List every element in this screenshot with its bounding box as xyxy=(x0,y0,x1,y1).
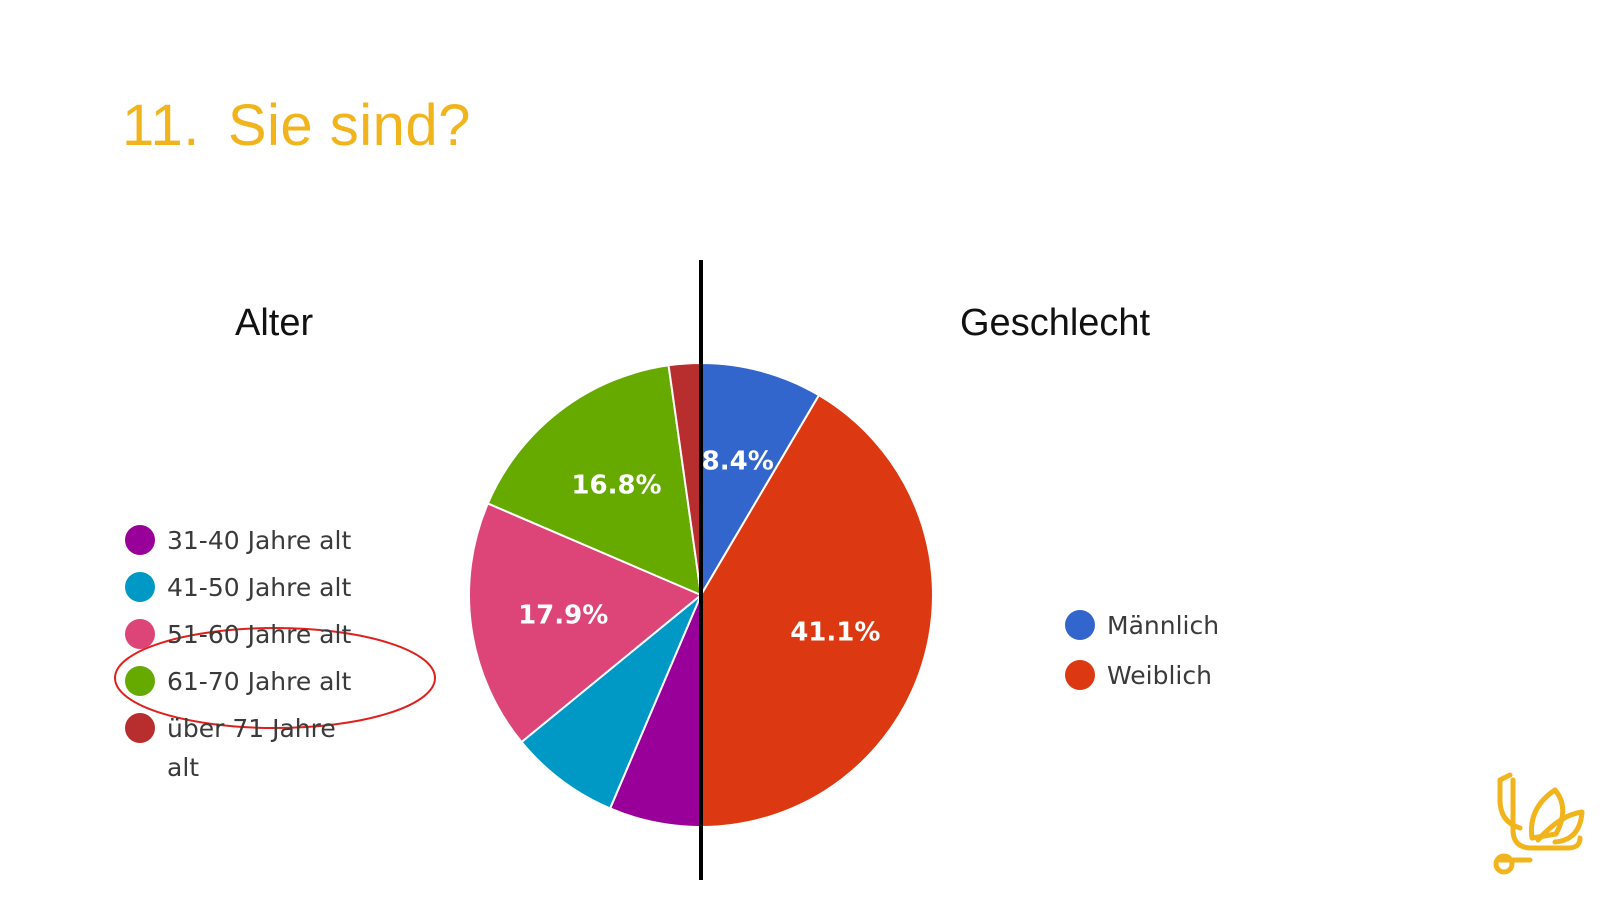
slide-title-text: Sie sind? xyxy=(227,93,471,158)
legend-item-41-50: 41-50 Jahre alt xyxy=(125,571,367,618)
stethoscope-leaf-icon xyxy=(1493,772,1585,875)
gender-value-label: 8.4% xyxy=(702,447,774,477)
gender-slice-1 xyxy=(700,361,821,599)
age-value-label: 16.8% xyxy=(571,470,661,500)
gender-pie xyxy=(700,361,934,829)
value-labels: 8.4% 41.1% 17.9% 16.8% xyxy=(518,447,880,648)
legend-swatch xyxy=(125,525,155,555)
age-pie xyxy=(468,361,703,829)
legend-label: 51-60 Jahre alt xyxy=(167,620,352,649)
legend-label: Männlich xyxy=(1107,611,1220,640)
legend-swatch xyxy=(125,713,155,743)
gender-panel-label: Geschlecht xyxy=(960,302,1151,344)
legend-item-over-71: über 71 Jahre alt xyxy=(125,712,367,782)
legend-item-maennlich: Männlich xyxy=(1065,609,1219,659)
age-slice-2 xyxy=(520,594,702,810)
slide-title-number: 11. xyxy=(122,93,200,158)
legend-item-weiblich: Weiblich xyxy=(1065,659,1219,709)
legend-label-multiline: über 71 Jahre alt xyxy=(167,709,367,787)
legend-label: 41-50 Jahre alt xyxy=(167,573,352,602)
legend-swatch xyxy=(1065,610,1095,640)
legend-label: Weiblich xyxy=(1107,661,1212,690)
age-panel-label: Alter xyxy=(235,302,314,344)
legend-item-61-70: 61-70 Jahre alt xyxy=(125,665,367,712)
highlight-ellipse xyxy=(114,627,436,729)
legend-swatch xyxy=(125,666,155,696)
age-legend: 31-40 Jahre alt 41-50 Jahre alt 51-60 Ja… xyxy=(125,524,367,782)
legend-label-line: alt xyxy=(167,753,200,782)
legend-swatch xyxy=(125,619,155,649)
legend-label: 61-70 Jahre alt xyxy=(167,667,352,696)
gender-slice-2 xyxy=(700,393,934,829)
legend-item-31-40: 31-40 Jahre alt xyxy=(125,524,367,571)
gender-value-label: 41.1% xyxy=(790,618,880,648)
legend-label-line: über 71 Jahre xyxy=(167,714,336,743)
gender-legend: Männlich Weiblich xyxy=(1065,609,1219,709)
legend-label: 31-40 Jahre alt xyxy=(167,526,352,555)
age-slice-3 xyxy=(468,502,703,744)
age-value-label: 17.9% xyxy=(518,601,608,631)
legend-swatch xyxy=(125,572,155,602)
slide-title: 11. Sie sind? xyxy=(122,92,471,159)
legend-swatch xyxy=(1065,660,1095,690)
legend-item-51-60: 51-60 Jahre alt xyxy=(125,618,367,665)
age-slice-4 xyxy=(486,364,703,597)
